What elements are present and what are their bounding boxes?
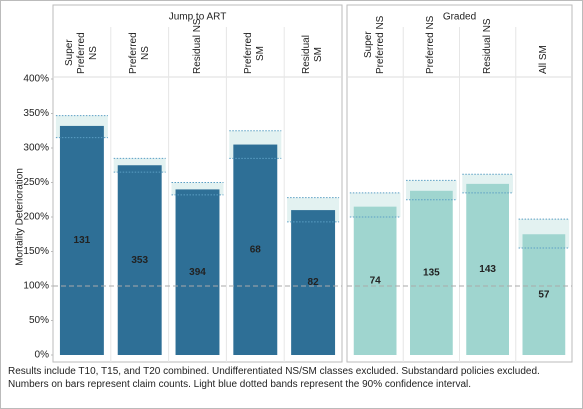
y-axis-title: Mortality Deterioration [15,168,26,266]
count-label: 131 [74,235,91,246]
category-label: Preferred NS [425,15,437,74]
footnote: Results include T10, T15, and T20 combin… [8,366,540,377]
bar [466,183,509,355]
category-label: Preferred NS [127,32,151,74]
category-label: All SM [537,45,549,74]
bar [117,165,162,355]
panel-title: Jump to ART [169,12,227,23]
bar [233,144,278,355]
bar [291,210,336,355]
y-tick-label: 300% [23,143,49,154]
bar [175,189,220,355]
count-label: 57 [538,289,550,300]
category-label: Super Preferred NS [363,15,387,74]
y-tick-label: 100% [23,281,49,292]
count-label: 143 [479,264,496,275]
bar [59,125,104,355]
bar [522,234,566,355]
count-label: 135 [423,268,440,279]
panel-frame [52,4,343,363]
y-tick-label: 50% [29,315,49,326]
count-label: 68 [250,244,262,255]
y-tick-label: 350% [23,108,49,119]
bar [410,190,453,355]
y-tick-label: 200% [23,212,49,223]
panel-title: Graded [443,12,476,23]
count-label: 353 [131,255,148,266]
category-label: Residual NS [481,18,493,74]
category-label: Residual SM [301,35,325,74]
y-tick-label: 400% [23,74,49,85]
count-label: 74 [370,275,382,286]
y-tick-label: 250% [23,177,49,188]
category-label: Preferred SM [243,32,267,74]
count-label: 394 [189,267,206,278]
bar [353,206,397,355]
y-tick-label: 0% [35,350,50,361]
y-tick-label: 150% [23,246,49,257]
count-label: 82 [308,277,320,288]
category-label: Super Preferred NS [63,32,99,74]
category-label: Residual NS [191,18,203,74]
footnote: Numbers on bars represent claim counts. … [8,379,472,390]
